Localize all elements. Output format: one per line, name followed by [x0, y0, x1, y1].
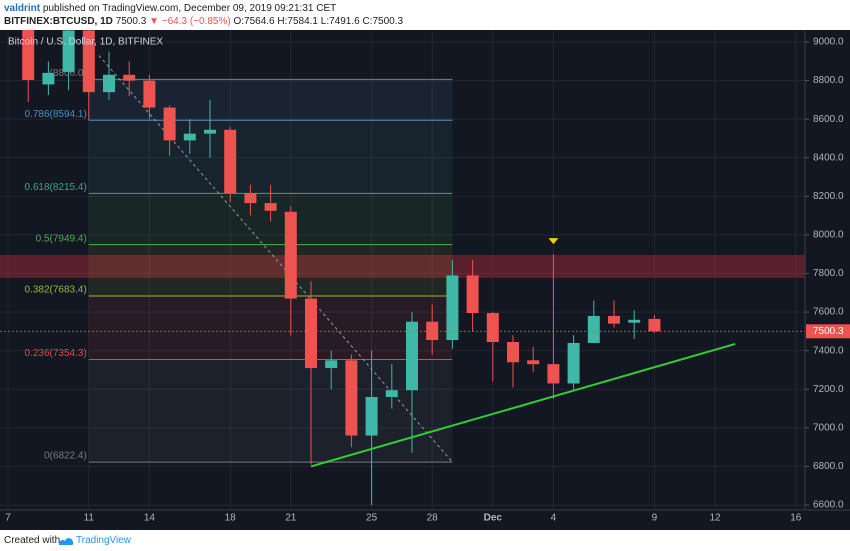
x-tick-label: 16	[790, 513, 802, 524]
fib-zone	[88, 244, 453, 296]
last-price-label: 7500.3	[813, 326, 844, 337]
candle-body	[466, 275, 479, 314]
candle-body	[103, 74, 115, 93]
candle-body	[82, 30, 95, 93]
fib-label: 0(6822.4)	[44, 451, 87, 462]
y-tick-label: 7600.0	[813, 307, 844, 318]
fib-label: 0.236(7354.3)	[25, 348, 87, 359]
fib-label: 0.786(8594.1)	[25, 109, 87, 120]
candle-body	[62, 30, 75, 72]
candle-body	[385, 390, 398, 397]
candle-body	[224, 129, 237, 194]
candle-body	[547, 364, 560, 384]
candle-body	[183, 133, 196, 141]
candle-body	[628, 319, 641, 323]
candle-body	[42, 72, 55, 85]
y-tick-label: 6600.0	[813, 500, 844, 511]
footer-brand: TradingView	[76, 535, 132, 546]
background	[0, 30, 850, 530]
x-tick-label: 12	[709, 513, 721, 524]
fib-label: 0.5(7949.4)	[36, 233, 87, 244]
quote-line: BITFINEX:BTCUSD, 1D 7500.3 ▼ −64.3 (−0.8…	[4, 16, 403, 27]
published: published on TradingView.com, December 0…	[42, 3, 337, 14]
y-tick-label: 8600.0	[813, 114, 844, 125]
header: valdrint published on TradingView.com, D…	[0, 0, 850, 30]
candle-body	[608, 315, 620, 324]
x-tick-label: Dec	[484, 513, 503, 524]
y-tick-label: 9000.0	[813, 37, 844, 48]
candle-body	[446, 275, 459, 341]
footer: Created with TradingView	[0, 530, 850, 551]
symbol: BITFINEX:BTCUSD, 1D	[4, 16, 113, 27]
y-tick-label: 7200.0	[813, 384, 844, 395]
x-tick-label: 4	[551, 513, 557, 524]
x-tick-label: 7	[5, 513, 11, 524]
fib-zone	[88, 120, 453, 194]
publish-line: valdrint published on TradingView.com, D…	[4, 3, 336, 14]
chart: (8806.0)0.786(8594.1)0.618(8215.4)0.5(79…	[0, 30, 850, 530]
x-tick-label: 9	[652, 513, 658, 524]
candle-body	[486, 313, 499, 342]
candle-body	[264, 203, 277, 211]
candle-body	[345, 360, 358, 436]
change: ▼ −64.3 (−0.85%)	[149, 16, 231, 27]
candle-body	[244, 193, 257, 204]
y-tick-label: 8200.0	[813, 191, 844, 202]
candle-body	[204, 129, 216, 134]
author[interactable]: valdrint	[4, 3, 41, 14]
fib-label: 0.382(7683.4)	[25, 285, 87, 296]
last-price-box	[806, 324, 850, 339]
x-tick-label: 11	[84, 513, 95, 524]
fib-label: 0.618(8215.4)	[25, 182, 87, 193]
candle-body	[22, 30, 35, 81]
plot: (8806.0)0.786(8594.1)0.618(8215.4)0.5(79…	[0, 30, 805, 510]
candle-body	[163, 107, 176, 141]
candle-body	[567, 342, 580, 384]
fib-zone	[88, 295, 453, 360]
x-tick-label: 28	[427, 513, 439, 524]
y-tick-label: 7400.0	[813, 345, 844, 356]
candle-body	[305, 298, 317, 369]
fib-zone	[88, 359, 453, 463]
y-tick-label: 7000.0	[813, 422, 844, 433]
candle-body	[587, 315, 600, 343]
candle-body	[325, 360, 338, 369]
candle-body	[365, 396, 378, 436]
x-tick-label: 21	[285, 513, 297, 524]
footer-text: Created with	[4, 535, 61, 546]
y-tick-label: 7800.0	[813, 268, 844, 279]
candle-body	[284, 211, 297, 299]
x-tick-label: 18	[225, 513, 237, 524]
trend-line	[310, 342, 736, 468]
chart-title: Bitcoin / U.S. Dollar, 1D, BITFINEX	[8, 37, 163, 48]
x-tick-label: 14	[144, 513, 156, 524]
price: 7500.3	[115, 16, 147, 27]
ohlc: O:7564.6 H:7584.1 L:7491.6 C:7500.3	[233, 16, 404, 27]
resistance-zone	[0, 254, 805, 278]
x-tick-label: 25	[366, 513, 378, 524]
candle-body	[527, 360, 540, 365]
candle-body	[123, 74, 136, 81]
y-tick-label: 8000.0	[813, 230, 844, 241]
signal-marker	[548, 238, 559, 245]
logo	[59, 538, 74, 545]
candle-body	[143, 80, 156, 108]
y-tick-label: 8800.0	[813, 75, 844, 86]
candle-body	[507, 341, 519, 363]
y-tick-label: 8400.0	[813, 152, 844, 163]
candle-body	[406, 321, 418, 391]
candle-body	[648, 318, 661, 332]
fib-zone	[88, 79, 453, 121]
y-tick-label: 6800.0	[813, 461, 844, 472]
